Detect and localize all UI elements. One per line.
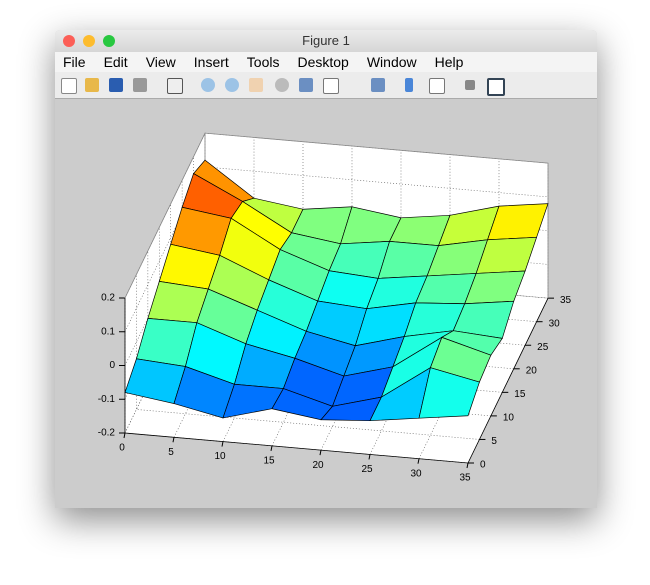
menu-item[interactable]: Insert (193, 54, 229, 70)
menu-item[interactable]: Tools (246, 54, 280, 70)
tick-mark (319, 450, 322, 456)
link-icon[interactable] (371, 78, 385, 92)
minimize-button[interactable] (83, 35, 95, 47)
y-tick-label: 25 (537, 342, 549, 353)
x-tick-label: 10 (214, 451, 226, 462)
y-tick-label: 20 (526, 365, 538, 376)
rotate-icon[interactable] (275, 78, 289, 92)
axis-line (124, 297, 549, 464)
menu-item[interactable]: File (63, 54, 86, 70)
menu-bar: File Edit View Insert Tools Desktop Window Help (55, 52, 597, 72)
tick-mark (221, 441, 224, 447)
y-tick-label: 10 (503, 413, 515, 424)
zoom-button[interactable] (103, 35, 115, 47)
datacursor-icon[interactable] (299, 78, 313, 92)
y-tick-label: 5 (491, 436, 497, 447)
window-title: Figure 1 (302, 33, 350, 48)
pan-icon[interactable] (249, 78, 263, 92)
zoom-in-icon[interactable] (201, 78, 215, 92)
tick-mark (466, 462, 469, 469)
x-tick-label: 5 (168, 447, 174, 458)
y-tick-label: 35 (560, 295, 572, 306)
hide-tools-icon[interactable] (465, 80, 475, 90)
zoom-out-icon[interactable] (225, 78, 239, 92)
tick-mark (123, 432, 126, 439)
z-tick-label: -0.1 (98, 394, 116, 405)
surface-patch (418, 367, 480, 419)
x-tick-label: 20 (312, 460, 324, 471)
y-tick-label: 15 (514, 389, 526, 400)
tick-mark (172, 437, 175, 443)
save-icon[interactable] (109, 78, 123, 92)
menu-item[interactable]: Window (366, 54, 417, 70)
print-icon[interactable] (133, 78, 147, 92)
pointer-icon[interactable] (167, 78, 183, 94)
grid-line (136, 274, 480, 440)
x-tick-label: 15 (263, 455, 275, 466)
menu-item[interactable]: Edit (103, 54, 128, 70)
title-bar: Figure 1 (55, 30, 597, 52)
x-tick-label: 35 (459, 473, 471, 484)
x-tick-label: 25 (361, 464, 373, 475)
dock-icon[interactable] (487, 78, 505, 96)
z-tick-label: 0.1 (101, 326, 115, 337)
tick-mark (270, 445, 273, 451)
close-button[interactable] (63, 35, 75, 47)
x-tick-label: 30 (410, 468, 422, 479)
toolbar (55, 72, 597, 99)
z-tick-label: 0 (109, 360, 115, 371)
menu-item[interactable]: Help (434, 54, 464, 70)
menu-item[interactable]: View (145, 54, 176, 70)
legend-icon[interactable] (429, 78, 445, 94)
figure-window: Figure 1 File Edit View Insert Tools Desktop W… (55, 30, 597, 508)
y-tick-label: 30 (549, 318, 561, 329)
z-tick-label: -0.2 (98, 428, 116, 439)
plot-canvas: 0 5 10 15 20 25 30 35 0 5 10 15 20 25 30 35 -0.2 -0.1 0 0.1… (98, 132, 572, 484)
open-icon[interactable] (85, 78, 99, 92)
menu-item[interactable]: Desktop (297, 54, 349, 70)
brush-icon[interactable] (323, 78, 339, 94)
new-icon[interactable] (61, 78, 77, 94)
x-tick-label: 0 (119, 443, 125, 454)
tick-mark (368, 454, 371, 460)
y-tick-label: 0 (480, 460, 486, 471)
z-tick-label: 0.2 (101, 293, 115, 304)
tick-mark (417, 458, 420, 464)
colorbar-icon[interactable] (405, 78, 413, 92)
